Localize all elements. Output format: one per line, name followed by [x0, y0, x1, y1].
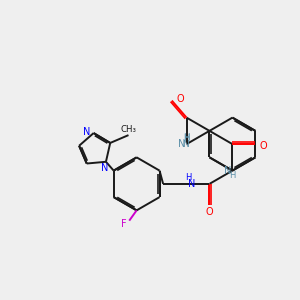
Text: N: N	[178, 139, 186, 149]
Text: N: N	[188, 179, 196, 190]
Text: CH₃: CH₃	[121, 125, 136, 134]
Text: N: N	[83, 127, 91, 136]
Text: H: H	[183, 133, 189, 142]
Text: H: H	[185, 173, 192, 182]
Text: N: N	[183, 140, 189, 148]
Text: H: H	[183, 134, 190, 143]
Text: H: H	[229, 171, 236, 180]
Text: O: O	[206, 206, 213, 217]
Text: N: N	[101, 163, 108, 173]
Text: O: O	[176, 94, 184, 104]
Text: N: N	[224, 166, 232, 176]
Text: F: F	[121, 219, 127, 229]
Text: O: O	[260, 141, 267, 151]
